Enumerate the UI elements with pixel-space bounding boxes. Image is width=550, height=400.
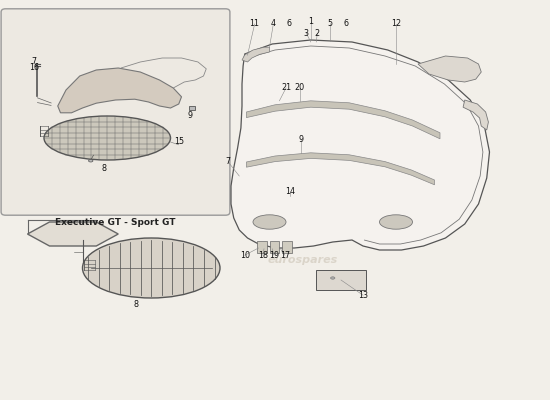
Text: eurospares: eurospares — [86, 107, 156, 117]
Ellipse shape — [379, 215, 412, 229]
Text: 16: 16 — [29, 64, 39, 72]
FancyBboxPatch shape — [1, 9, 230, 215]
Text: eurospares: eurospares — [267, 255, 338, 265]
Text: 15: 15 — [174, 138, 184, 146]
Text: eurospares: eurospares — [295, 107, 365, 117]
Text: 4: 4 — [271, 20, 276, 28]
Ellipse shape — [44, 116, 170, 160]
Polygon shape — [242, 47, 270, 62]
Text: 1: 1 — [308, 18, 314, 26]
Bar — [270, 241, 279, 253]
Polygon shape — [246, 153, 434, 185]
Bar — [316, 270, 366, 290]
Text: 14: 14 — [285, 188, 295, 196]
Bar — [282, 241, 292, 253]
Ellipse shape — [82, 238, 220, 298]
Text: 6: 6 — [286, 19, 292, 28]
Text: 13: 13 — [358, 291, 368, 300]
Polygon shape — [418, 56, 481, 82]
Text: 7: 7 — [226, 158, 231, 166]
Text: 18: 18 — [258, 251, 268, 260]
Text: Executive GT - Sport GT: Executive GT - Sport GT — [55, 218, 176, 227]
Text: 11: 11 — [250, 20, 260, 28]
Ellipse shape — [253, 215, 286, 229]
Text: 3: 3 — [304, 29, 309, 38]
Text: 8: 8 — [102, 164, 107, 172]
Polygon shape — [28, 222, 118, 246]
Polygon shape — [463, 100, 488, 130]
Text: 19: 19 — [269, 251, 279, 260]
Text: 9: 9 — [299, 136, 304, 144]
Text: 21: 21 — [281, 84, 291, 92]
Text: 2: 2 — [315, 29, 320, 38]
Ellipse shape — [331, 277, 335, 279]
Text: 5: 5 — [327, 19, 333, 28]
Text: 10: 10 — [240, 251, 250, 260]
Polygon shape — [246, 101, 440, 139]
Text: 6: 6 — [344, 20, 349, 28]
Text: 7: 7 — [31, 58, 37, 66]
Ellipse shape — [89, 160, 93, 162]
Bar — [189, 106, 195, 110]
Polygon shape — [58, 68, 182, 113]
Text: 8: 8 — [133, 300, 139, 309]
Text: 9: 9 — [187, 112, 192, 120]
Text: 20: 20 — [295, 84, 305, 92]
Polygon shape — [231, 40, 490, 250]
Text: 12: 12 — [391, 20, 401, 28]
Bar — [257, 241, 267, 253]
Text: 17: 17 — [280, 251, 290, 260]
